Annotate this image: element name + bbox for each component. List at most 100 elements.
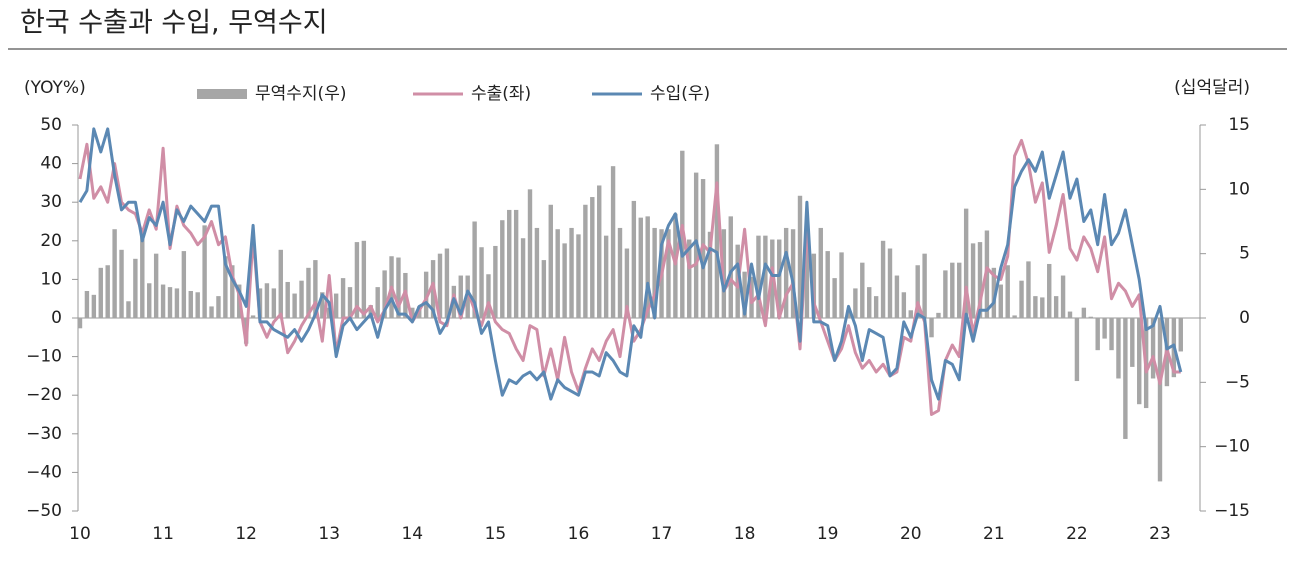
bar [223, 256, 228, 318]
bar [811, 253, 817, 318]
bar [333, 293, 339, 318]
bar [91, 294, 97, 318]
bar [804, 231, 810, 318]
bar [216, 296, 221, 318]
y-tick-label: 40 [40, 154, 62, 174]
bar [181, 251, 187, 318]
bar [832, 278, 837, 318]
bar [777, 239, 782, 318]
bar [950, 262, 955, 318]
bar [1102, 318, 1107, 339]
bar [1074, 318, 1080, 382]
y2-tick-label: −5 [1225, 372, 1250, 392]
bar [1026, 261, 1031, 318]
bar [797, 195, 803, 318]
bar [548, 204, 553, 318]
bar [1178, 318, 1183, 352]
bar [818, 227, 823, 318]
y2-axis-label: (십억달러) [1174, 78, 1250, 98]
y-tick-label: 0 [51, 308, 62, 328]
bar [936, 312, 941, 318]
x-tick-label: 17 [651, 524, 673, 544]
bar [1137, 318, 1142, 405]
legend-label: 무역수지(우) [255, 84, 346, 104]
bar [707, 231, 713, 318]
chart-title: 한국 수출과 수입, 무역수지 [20, 8, 328, 39]
bar [860, 262, 865, 318]
bar [569, 227, 574, 318]
bar [147, 283, 152, 318]
y2-tick-label: 10 [1228, 179, 1250, 199]
bar [527, 189, 533, 318]
y-tick-label: −10 [26, 347, 62, 367]
bar [617, 227, 623, 318]
x-tick-label: 19 [817, 524, 839, 544]
legend-label: 수입(우) [650, 84, 710, 104]
bar [354, 242, 360, 318]
bar [202, 225, 207, 318]
bar [105, 265, 110, 318]
x-tick-label: 15 [485, 524, 507, 544]
bar [1123, 318, 1128, 439]
bar [1109, 318, 1114, 351]
bar [645, 216, 650, 318]
bar [437, 253, 443, 318]
bar [382, 270, 387, 318]
bar [1019, 280, 1024, 318]
y-tick-label: −50 [26, 501, 62, 521]
x-tick-label: 16 [568, 524, 590, 544]
bar [396, 257, 401, 318]
bar [790, 229, 796, 318]
bar [278, 249, 283, 318]
line [78, 138, 1181, 416]
bar [583, 204, 588, 318]
bar [1116, 318, 1121, 379]
bar [368, 305, 373, 318]
bar [292, 293, 297, 318]
bar [1067, 311, 1073, 318]
x-tick-label: 12 [235, 524, 257, 544]
bar [174, 288, 180, 318]
bar [714, 144, 720, 318]
y2-tick-label: 5 [1239, 244, 1250, 264]
bar [894, 275, 900, 318]
bar [188, 290, 193, 318]
bar [209, 306, 214, 318]
bar [929, 318, 934, 338]
bar [1005, 265, 1010, 318]
bar [957, 262, 962, 318]
bar [1053, 296, 1059, 318]
bar [742, 271, 747, 318]
bar [126, 301, 131, 318]
bar [507, 209, 512, 318]
y-tick-label: 30 [40, 192, 62, 212]
bar [195, 292, 200, 318]
bar [839, 252, 844, 318]
bar [361, 240, 367, 318]
bar [977, 242, 983, 318]
bar [590, 197, 595, 318]
x-tick-label: 21 [983, 524, 1005, 544]
y2-tick-label: 15 [1228, 115, 1250, 135]
bar [320, 292, 325, 318]
bar [638, 217, 643, 318]
bar [160, 284, 166, 318]
y-tick-label: −30 [26, 424, 62, 444]
bar [991, 267, 997, 318]
bar [728, 216, 733, 318]
legend-label: 수출(좌) [471, 84, 531, 104]
y-tick-label: −20 [26, 385, 62, 405]
bar [84, 290, 90, 318]
bar [555, 229, 560, 318]
bar [763, 235, 768, 318]
bar [313, 260, 318, 318]
bar [1088, 316, 1093, 318]
bar [340, 278, 346, 318]
bar [998, 284, 1003, 318]
bar [687, 239, 692, 318]
bar [271, 288, 277, 318]
bar [513, 209, 519, 318]
y-tick-label: 50 [40, 115, 62, 135]
bar [458, 275, 463, 318]
bar [423, 271, 429, 318]
